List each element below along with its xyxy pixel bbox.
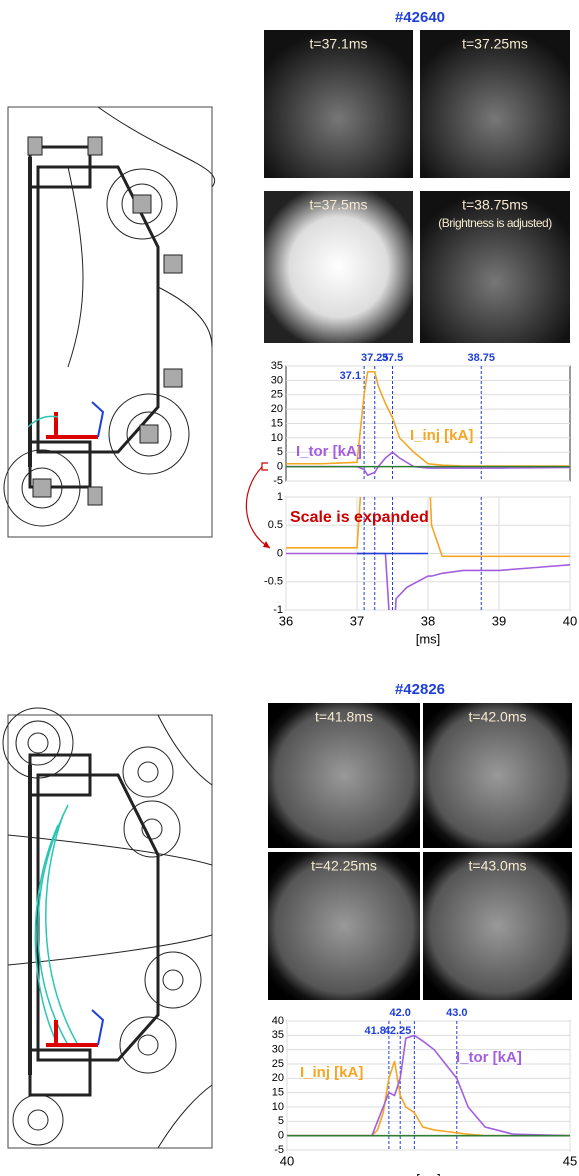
y-tick-label: 35 (271, 360, 283, 372)
annotation: Scale is expanded (290, 509, 429, 526)
y-tick-label: 10 (271, 432, 283, 444)
image-label: t=37.1ms (310, 36, 368, 52)
y-tick-label: 15 (272, 1087, 284, 1099)
x-tick-label: 37 (350, 613, 364, 628)
y-tick-label: -5 (273, 475, 283, 487)
camera-image (420, 191, 570, 343)
cross-section-2 (3, 708, 212, 1148)
expand-arrow (246, 463, 270, 548)
image-label: t=41.8ms (315, 709, 373, 725)
marker-label: 41.8 (364, 1025, 385, 1037)
y-tick-label: 15 (271, 417, 283, 429)
camera-image (268, 852, 420, 1000)
y-tick-label: 0.5 (268, 519, 283, 531)
image-note: (Brightness is adjusted) (438, 216, 552, 230)
y-tick-label: 30 (271, 374, 283, 386)
x-tick-label: 36 (279, 613, 293, 628)
x-tick-label: 40 (563, 613, 577, 628)
y-tick-label: 10 (272, 1101, 284, 1113)
panel-title: #42826 (395, 681, 445, 698)
x-tick-label: 45 (563, 1153, 577, 1168)
image-label: t=37.5ms (310, 197, 368, 213)
y-tick-label: 40 (272, 1015, 284, 1027)
y-tick-label: 5 (278, 1115, 284, 1127)
x-tick-label: 39 (492, 613, 506, 628)
marker-label: 37.5 (382, 352, 403, 364)
y-tick-label: 0 (277, 461, 283, 473)
camera-image (423, 703, 572, 848)
camera-image (268, 703, 420, 848)
series-label: I_inj [kA] (410, 427, 473, 444)
y-tick-label: 5 (277, 446, 283, 458)
x-tick-label: 38 (421, 613, 435, 628)
image-label: t=38.75ms (462, 197, 528, 213)
marker-label: 42.25 (384, 1025, 412, 1037)
marker-label: 38.75 (467, 352, 495, 364)
camera-image (264, 191, 413, 343)
image-label: t=42.0ms (469, 709, 527, 725)
series-label: I_inj [kA] (300, 1064, 363, 1081)
image-label: t=42.25ms (311, 858, 377, 874)
x-axis-label: [ms] (416, 1171, 441, 1176)
y-tick-label: 25 (271, 389, 283, 401)
marker-label: 43.0 (446, 1007, 467, 1019)
y-tick-label: 0 (277, 547, 283, 559)
y-tick-label: 20 (271, 403, 283, 415)
panel-title: #42640 (395, 9, 445, 26)
image-label: t=43.0ms (469, 858, 527, 874)
series-label: I_tor [kA] (456, 1049, 522, 1066)
x-axis-label: [ms] (416, 631, 441, 646)
y-tick-label: 35 (272, 1029, 284, 1041)
plot-area (287, 1021, 570, 1150)
image-label: t=37.25ms (462, 36, 528, 52)
camera-image (423, 852, 572, 1000)
marker-label: 37.1 (340, 370, 361, 382)
y-tick-label: 0 (278, 1130, 284, 1142)
camera-image (420, 30, 570, 178)
x-tick-label: 40 (280, 1153, 294, 1168)
figure: #42640 t=37.1ms t=37.25ms t=37.5ms t=38.75ms… (0, 0, 579, 1176)
y-tick-label: 30 (272, 1044, 284, 1056)
cross-section-1 (4, 107, 215, 537)
y-tick-label: 25 (272, 1058, 284, 1070)
y-tick-label: 20 (272, 1072, 284, 1084)
y-tick-label: 1 (277, 491, 283, 503)
marker-label: 42.0 (389, 1007, 410, 1019)
camera-image (264, 30, 413, 178)
y-tick-label: -0.5 (264, 576, 283, 588)
series-label: I_tor [kA] (296, 443, 362, 460)
